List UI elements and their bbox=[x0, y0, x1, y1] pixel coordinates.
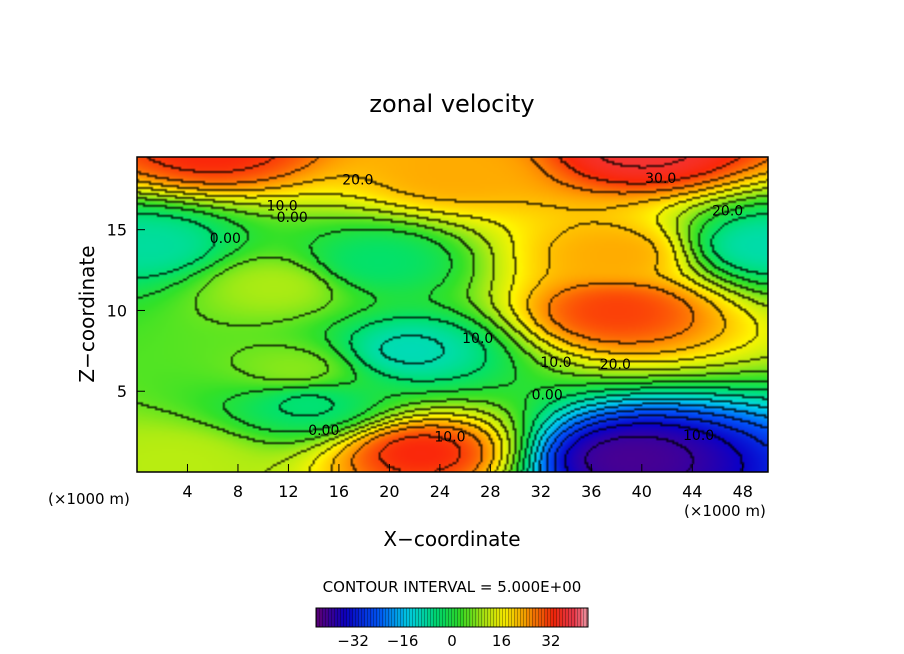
x-tick-label: 8 bbox=[233, 482, 243, 501]
x-tick-label: 4 bbox=[182, 482, 192, 501]
contour-label: 10.0 bbox=[434, 429, 465, 445]
x-tick-label: 32 bbox=[531, 482, 551, 501]
contour-label: 0.00 bbox=[308, 423, 339, 439]
colorbar-tick-label: 16 bbox=[492, 632, 511, 650]
x-axis-ticks: 4 8 12 16 20 24 28 32 36 40 44 48 bbox=[182, 464, 753, 501]
x-axis-unit-right: (×1000 m) bbox=[684, 502, 766, 520]
contour-label: 0.00 bbox=[532, 387, 563, 403]
y-tick-label: 15 bbox=[107, 221, 127, 240]
y-axis-ticks: 5 10 15 bbox=[107, 221, 145, 401]
colorbar-tick-label: −32 bbox=[337, 632, 369, 650]
contour-label: 20.0 bbox=[342, 173, 373, 189]
y-tick-label: 5 bbox=[117, 382, 127, 401]
contour-label: 10.0 bbox=[462, 331, 493, 347]
contour-label: 20.0 bbox=[600, 357, 631, 373]
contour-interval-text: CONTOUR INTERVAL = 5.000E+00 bbox=[323, 578, 582, 596]
contour-label: 10.0 bbox=[267, 198, 298, 214]
contour-label: 10.0 bbox=[683, 428, 714, 444]
contour-label: 0.00 bbox=[277, 210, 308, 226]
contour-label: 0.00 bbox=[210, 231, 241, 247]
velocity-field bbox=[137, 157, 768, 472]
colorbar: −32 −16 0 16 32 bbox=[315, 607, 589, 650]
x-tick-label: 36 bbox=[581, 482, 601, 501]
x-tick-label: 16 bbox=[329, 482, 349, 501]
x-tick-label: 48 bbox=[733, 482, 753, 501]
colorbar-tick-label: −16 bbox=[387, 632, 419, 650]
x-tick-label: 44 bbox=[682, 482, 702, 501]
colorbar-ticks: −32 −16 0 16 32 bbox=[337, 632, 560, 650]
contour-label: 20.0 bbox=[712, 203, 743, 219]
x-tick-label: 24 bbox=[430, 482, 450, 501]
x-tick-label: 12 bbox=[278, 482, 298, 501]
y-tick-label: 10 bbox=[107, 301, 127, 320]
y-axis-label: Z−coordinate bbox=[75, 245, 99, 382]
colorbar-tick-label: 0 bbox=[447, 632, 457, 650]
x-tick-label: 20 bbox=[379, 482, 399, 501]
x-tick-label: 28 bbox=[480, 482, 500, 501]
colorbar-gradient bbox=[316, 608, 588, 627]
x-axis-label: X−coordinate bbox=[383, 527, 520, 551]
x-axis-unit-left: (×1000 m) bbox=[48, 490, 130, 508]
chart-title: zonal velocity bbox=[369, 90, 534, 118]
colorbar-tick-label: 32 bbox=[541, 632, 560, 650]
contour-label: 30.0 bbox=[645, 171, 676, 187]
plot-frame bbox=[136, 156, 769, 473]
x-tick-label: 40 bbox=[632, 482, 652, 501]
colorbar-frame bbox=[315, 607, 589, 628]
contour-label: 10.0 bbox=[540, 355, 571, 371]
